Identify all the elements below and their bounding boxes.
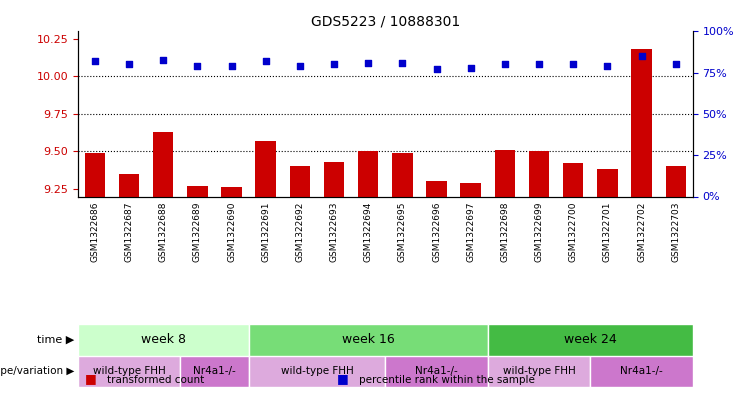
Text: GSM1322693: GSM1322693 [330,201,339,262]
Text: percentile rank within the sample: percentile rank within the sample [359,375,535,385]
Bar [256,141,276,196]
Text: GSM1322686: GSM1322686 [90,201,99,262]
Text: week 24: week 24 [564,333,617,347]
Point [499,61,511,68]
Bar [563,163,583,196]
Point [123,61,135,68]
Bar [84,153,105,196]
Bar [597,169,618,196]
Bar [187,186,207,196]
Text: GSM1322688: GSM1322688 [159,201,167,262]
Text: transformed count: transformed count [107,375,205,385]
Bar [392,153,413,196]
Bar [222,187,242,196]
Point [602,63,614,69]
Bar [358,151,379,196]
Text: GSM1322695: GSM1322695 [398,201,407,262]
Bar [119,174,139,196]
Point [670,61,682,68]
Point [465,64,476,71]
Text: week 8: week 8 [141,333,186,347]
Text: Nr4a1-/-: Nr4a1-/- [193,366,236,376]
Point [157,56,169,62]
Bar [488,356,591,387]
Text: GSM1322701: GSM1322701 [603,201,612,262]
Text: wild-type FHH: wild-type FHH [502,366,576,376]
Text: ■: ■ [337,372,349,385]
Point [362,60,374,66]
Bar [78,324,249,356]
Text: GSM1322698: GSM1322698 [500,201,509,262]
Bar [249,356,385,387]
Point [260,58,272,64]
Text: wild-type FHH: wild-type FHH [93,366,165,376]
Bar [249,324,488,356]
Point [636,53,648,59]
Text: time ▶: time ▶ [37,335,74,345]
Bar [385,356,488,387]
Bar [631,50,652,196]
Text: GSM1322703: GSM1322703 [671,201,680,262]
Text: GSM1322696: GSM1322696 [432,201,441,262]
Text: GSM1322699: GSM1322699 [534,201,544,262]
Text: Nr4a1-/-: Nr4a1-/- [620,366,663,376]
Bar [153,132,173,196]
Title: GDS5223 / 10888301: GDS5223 / 10888301 [310,15,460,29]
Bar [324,162,345,196]
Bar [180,356,249,387]
Text: wild-type FHH: wild-type FHH [281,366,353,376]
Point [89,58,101,64]
Point [328,61,340,68]
Text: genotype/variation ▶: genotype/variation ▶ [0,366,74,376]
Bar [290,167,310,196]
Text: GSM1322702: GSM1322702 [637,201,646,262]
Point [396,60,408,66]
Text: ■: ■ [85,372,97,385]
Point [568,61,579,68]
Point [534,61,545,68]
Text: Nr4a1-/-: Nr4a1-/- [415,366,458,376]
Bar [529,151,549,196]
Text: GSM1322689: GSM1322689 [193,201,202,262]
Point [225,63,237,69]
Bar [665,167,686,196]
Text: GSM1322690: GSM1322690 [227,201,236,262]
Text: GSM1322697: GSM1322697 [466,201,475,262]
Bar [591,356,693,387]
Text: GSM1322692: GSM1322692 [296,201,305,262]
Bar [460,183,481,196]
Point [191,63,203,69]
Text: GSM1322694: GSM1322694 [364,201,373,262]
Bar [495,150,515,196]
Bar [78,356,180,387]
Text: GSM1322700: GSM1322700 [569,201,578,262]
Bar [426,182,447,196]
Text: GSM1322687: GSM1322687 [124,201,133,262]
Text: GSM1322691: GSM1322691 [262,201,270,262]
Bar [488,324,693,356]
Point [431,66,442,73]
Point [294,63,306,69]
Text: week 16: week 16 [342,333,395,347]
